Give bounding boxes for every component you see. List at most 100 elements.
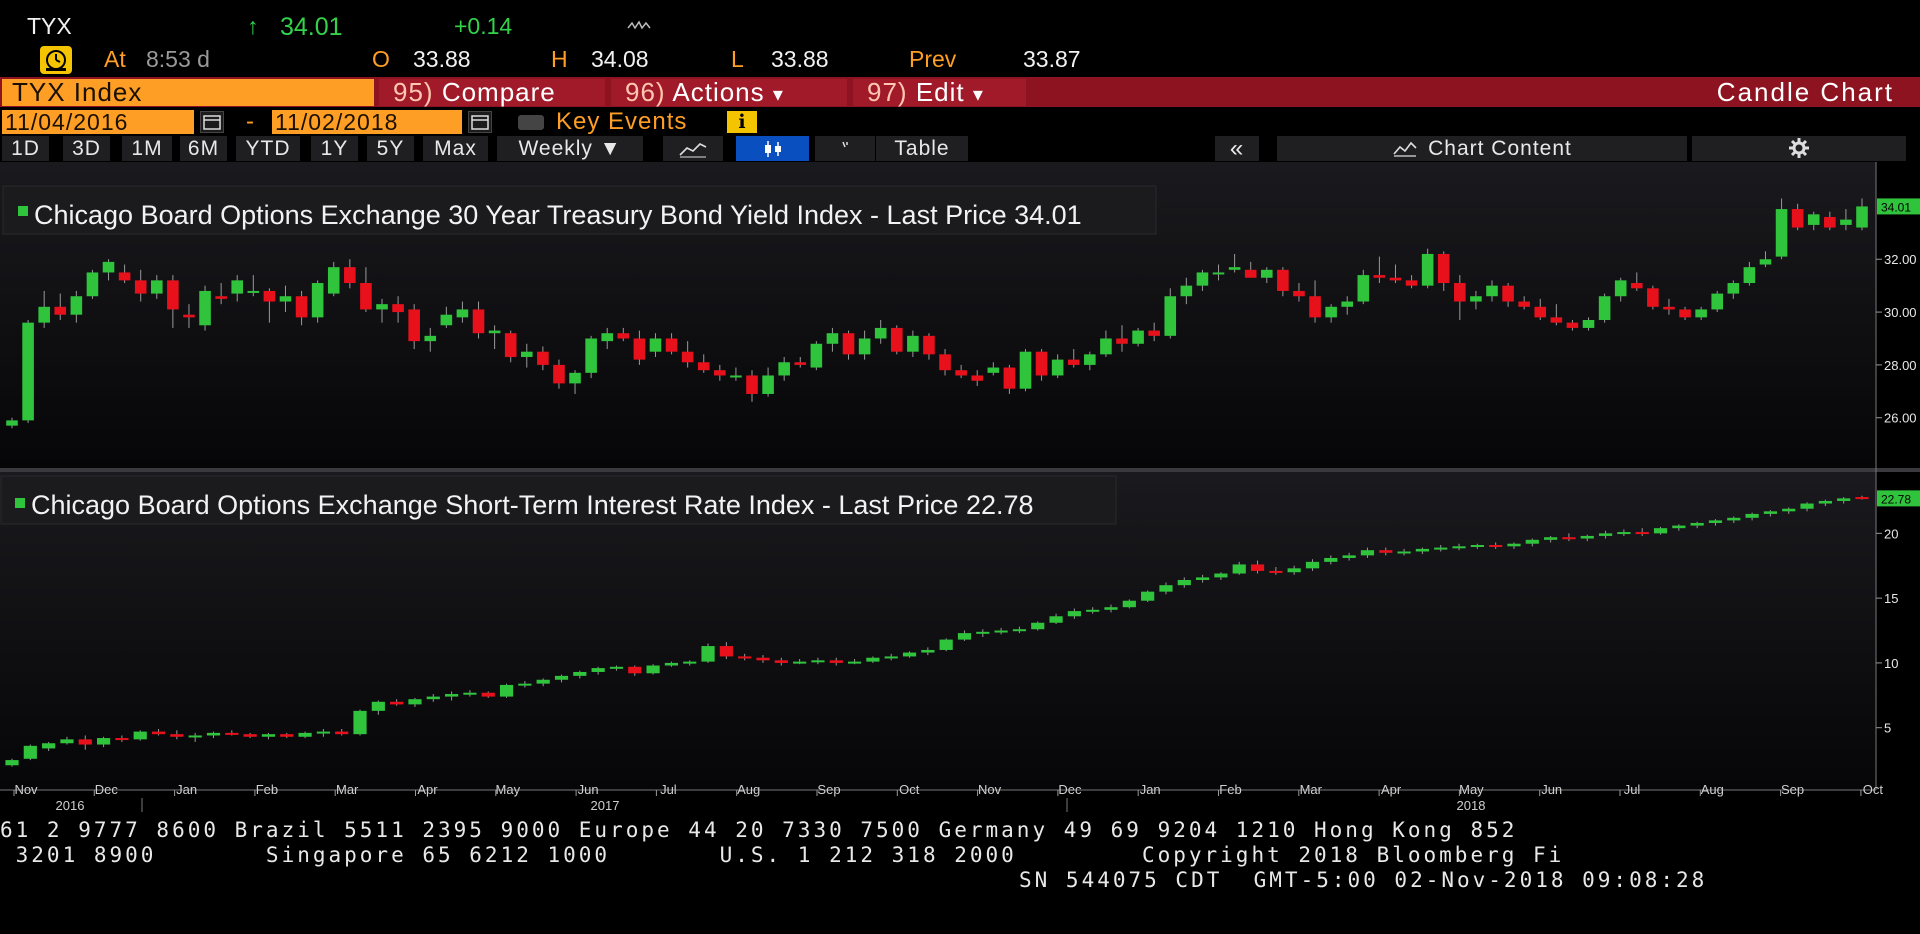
candle-body — [263, 290, 276, 302]
compare-button[interactable]: 95) Compare — [379, 79, 605, 106]
candle-body — [96, 738, 111, 745]
edit-button[interactable]: 97) Edit ▾ — [853, 79, 1026, 106]
candle-body — [921, 649, 935, 653]
candle-body — [858, 338, 871, 355]
candle-body — [762, 375, 774, 394]
period-1m-button[interactable]: 1M — [122, 136, 172, 161]
candle-body — [1824, 216, 1836, 228]
realtime-clock-icon[interactable] — [40, 46, 72, 74]
candle-body — [1325, 306, 1337, 318]
lower-legend-text: Chicago Board Options Exchange Short-Ter… — [31, 490, 1034, 520]
candle-body — [1260, 269, 1273, 278]
period-1d-button[interactable]: 1D — [2, 136, 49, 161]
table-button[interactable]: Table — [876, 136, 968, 161]
info-icon[interactable]: i — [727, 111, 757, 133]
candle-body — [866, 657, 880, 662]
candle-body — [646, 665, 660, 674]
upper-legend[interactable]: Chicago Board Options Exchange 30 Year T… — [2, 185, 1157, 235]
candle-body — [504, 333, 517, 357]
at-label: At — [104, 46, 126, 72]
start-calendar-icon[interactable] — [200, 111, 224, 133]
panel-divider[interactable] — [0, 468, 1920, 472]
candle-body — [360, 283, 372, 310]
end-calendar-icon[interactable] — [468, 111, 492, 133]
candle-body — [907, 335, 919, 352]
lower-legend[interactable]: Chicago Board Options Exchange Short-Ter… — [0, 475, 1117, 525]
candle-body — [649, 338, 662, 352]
candle-body — [1012, 629, 1027, 632]
candle-body — [1598, 296, 1611, 320]
bar-chart-icon[interactable] — [815, 136, 875, 161]
candle-charts[interactable]: 26.00 28.00 30.00 32.00 34.01 5 10 15 20 22.78 Nov… — [0, 162, 1920, 814]
candle-body — [774, 660, 788, 663]
candle-body — [520, 351, 533, 357]
candle-body — [1405, 280, 1418, 286]
candle-body — [826, 333, 839, 344]
candle-body — [335, 731, 349, 735]
gear-icon[interactable] — [1692, 136, 1906, 161]
security-field[interactable]: TYX Index — [2, 79, 374, 106]
candle-body — [681, 351, 694, 363]
candle-body — [1341, 301, 1354, 307]
period-5y-button[interactable]: 5Y — [367, 136, 414, 161]
candle-body — [1759, 259, 1772, 265]
candle-body — [1562, 537, 1576, 540]
candle-body — [714, 370, 726, 376]
candle-body — [1525, 539, 1539, 544]
candle-body — [1250, 564, 1265, 571]
frequency-dropdown[interactable]: Weekly ▼ — [497, 136, 643, 161]
candle-body — [206, 732, 221, 736]
candle-body — [481, 692, 495, 697]
x-tick-label: Oct — [1863, 782, 1884, 797]
period-6m-button[interactable]: 6M — [180, 136, 227, 161]
candle-body — [316, 731, 330, 734]
last-price-tag-text: 34.01 — [1881, 200, 1911, 214]
end-date-input[interactable]: 11/02/2018 — [272, 110, 462, 134]
x-tick-label: Feb — [256, 782, 278, 797]
candle-body — [279, 296, 292, 302]
year-label: 2016 — [56, 798, 85, 813]
candle-body — [1415, 548, 1429, 552]
period-1y-button[interactable]: 1Y — [311, 136, 358, 161]
low-label: L — [731, 46, 744, 72]
candle-body — [78, 739, 92, 745]
candle-body — [243, 734, 257, 737]
period-max-button[interactable]: Max — [423, 136, 488, 161]
actions-button[interactable]: 96) Actions ▾ — [611, 79, 847, 106]
last-price: 34.01 — [280, 13, 343, 41]
period-ytd-button[interactable]: YTD — [236, 136, 300, 161]
candle-body — [344, 267, 356, 284]
period-3d-button[interactable]: 3D — [63, 136, 110, 161]
x-tick-label: Apr — [1381, 782, 1402, 797]
last-price-tag-text: 22.78 — [1881, 492, 1911, 506]
start-date-input[interactable]: 11/04/2016 — [2, 110, 194, 134]
candle-body — [810, 343, 823, 368]
candle-body — [371, 701, 385, 711]
candle-body — [170, 734, 184, 737]
y-tick-label: 28.00 — [1884, 358, 1917, 373]
candle-body — [488, 330, 501, 334]
candle-body — [1116, 338, 1128, 344]
line-chart-icon[interactable] — [663, 136, 723, 161]
candle-body — [183, 314, 195, 318]
key-events-toggle[interactable] — [518, 115, 544, 130]
collapse-icon[interactable]: « — [1215, 136, 1259, 161]
actions-num: 96) — [625, 77, 666, 107]
candle-body — [151, 731, 166, 735]
candle-chart-icon[interactable] — [736, 136, 809, 161]
candle-body — [1177, 579, 1191, 586]
candle-body — [719, 646, 733, 657]
y-tick-label: 10 — [1884, 656, 1898, 671]
candle-body — [1196, 577, 1210, 580]
last-price-tag — [1877, 198, 1920, 215]
chart-content-button[interactable]: Chart Content — [1277, 136, 1687, 161]
candle-body — [70, 296, 83, 315]
candle-body — [902, 652, 917, 657]
candle-body — [54, 306, 67, 315]
candle-body — [6, 420, 18, 426]
candle-body — [1502, 285, 1514, 302]
x-tick-label: Jul — [660, 782, 677, 797]
high-value: 34.08 — [591, 46, 649, 72]
candle-body — [1148, 330, 1160, 336]
x-tick-label: Nov — [14, 782, 38, 797]
